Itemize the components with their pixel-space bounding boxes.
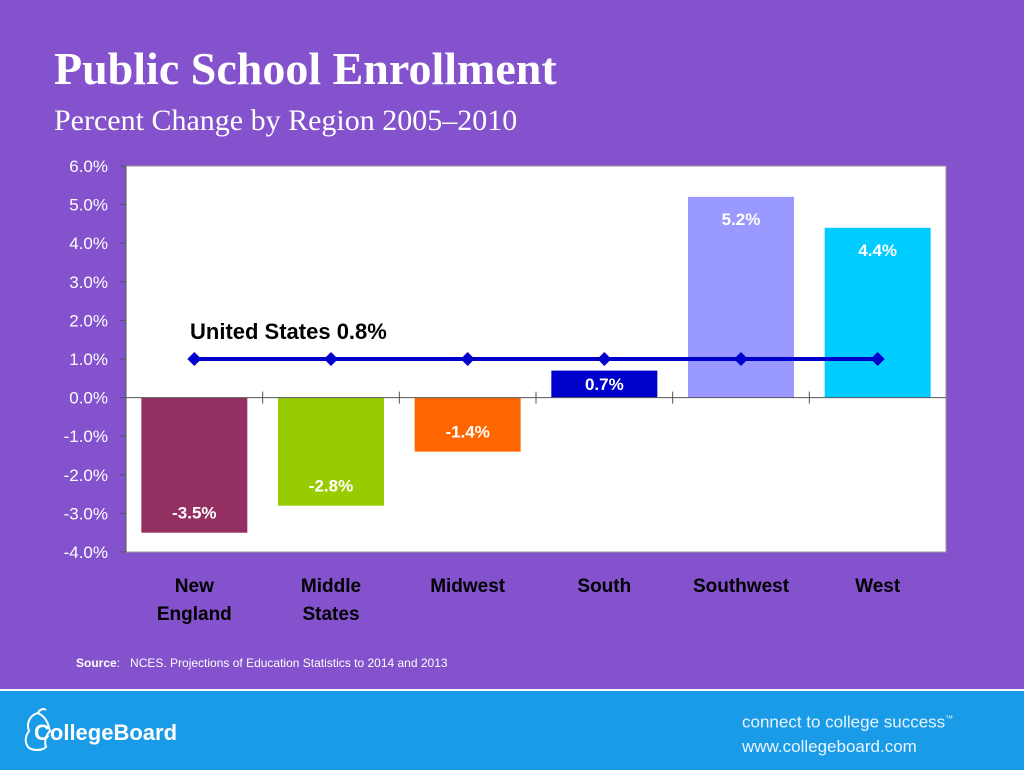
bar [141,397,248,533]
y-tick-label: 6.0% [69,157,108,176]
source-label: Source [76,656,117,670]
x-tick-label: England [157,604,232,625]
bar-chart: 6.0% 5.0% 4.0% 3.0% 2.0% 1.0% 0.0% -1.0% -2.0% -3… [64,157,947,625]
x-tick-label: Southwest [693,576,790,597]
bar [278,397,384,506]
reference-marker [324,352,338,366]
x-tick-label: Middle [301,576,361,597]
reference-marker [870,352,885,366]
tagline: connect to college success™ www.collegeb… [742,707,953,759]
source-note: Source: NCES. Projections of Education S… [76,656,448,670]
y-tick-label: 4.0% [69,234,108,253]
y-tick-label: 1.0% [69,350,108,369]
data-label: 5.2% [722,210,761,229]
reference-marker [734,352,748,366]
tagline-line1: connect to college success [742,712,946,732]
trademark: ™ [945,714,954,723]
slide-subtitle: Percent Change by Region 2005–2010 [54,104,518,137]
x-tick-label: South [577,576,631,597]
y-tick-label: 3.0% [69,273,108,292]
reference-marker [597,352,612,366]
y-tick-label: -1.0% [64,427,108,446]
y-tick-label: 0.0% [69,389,108,408]
y-tick-label: -4.0% [64,543,108,562]
x-tick-label: West [855,576,901,597]
y-tick-label: -3.0% [64,504,108,523]
logo-text: CollegeBoard [34,720,178,745]
data-label: -2.8% [309,477,353,496]
y-tick-label: 5.0% [69,196,108,215]
reference-marker [187,352,202,366]
bar [551,370,658,398]
reference-marker [460,352,475,366]
data-label: -1.4% [445,423,489,442]
source-text: NCES. Projections of Education Statistic… [130,656,448,670]
data-label: 0.7% [585,375,624,394]
bar [414,397,521,452]
y-tick-label: 2.0% [69,311,108,330]
data-label: 4.4% [858,241,897,260]
reference-line-label: United States 0.8% [190,319,387,344]
collegeboard-logo-icon [24,708,52,751]
x-tick-label: Midwest [430,576,506,597]
y-tick-label: -2.0% [64,466,108,485]
x-tick-label: States [302,604,359,625]
tagline-url: www.collegeboard.com [742,736,917,756]
slide-title: Public School Enrollment [54,43,557,94]
data-label: -3.5% [172,504,216,523]
bar [824,227,931,398]
x-tick-label: New [175,576,214,597]
footer-bar: CollegeBoard connect to college success™… [0,689,1024,770]
